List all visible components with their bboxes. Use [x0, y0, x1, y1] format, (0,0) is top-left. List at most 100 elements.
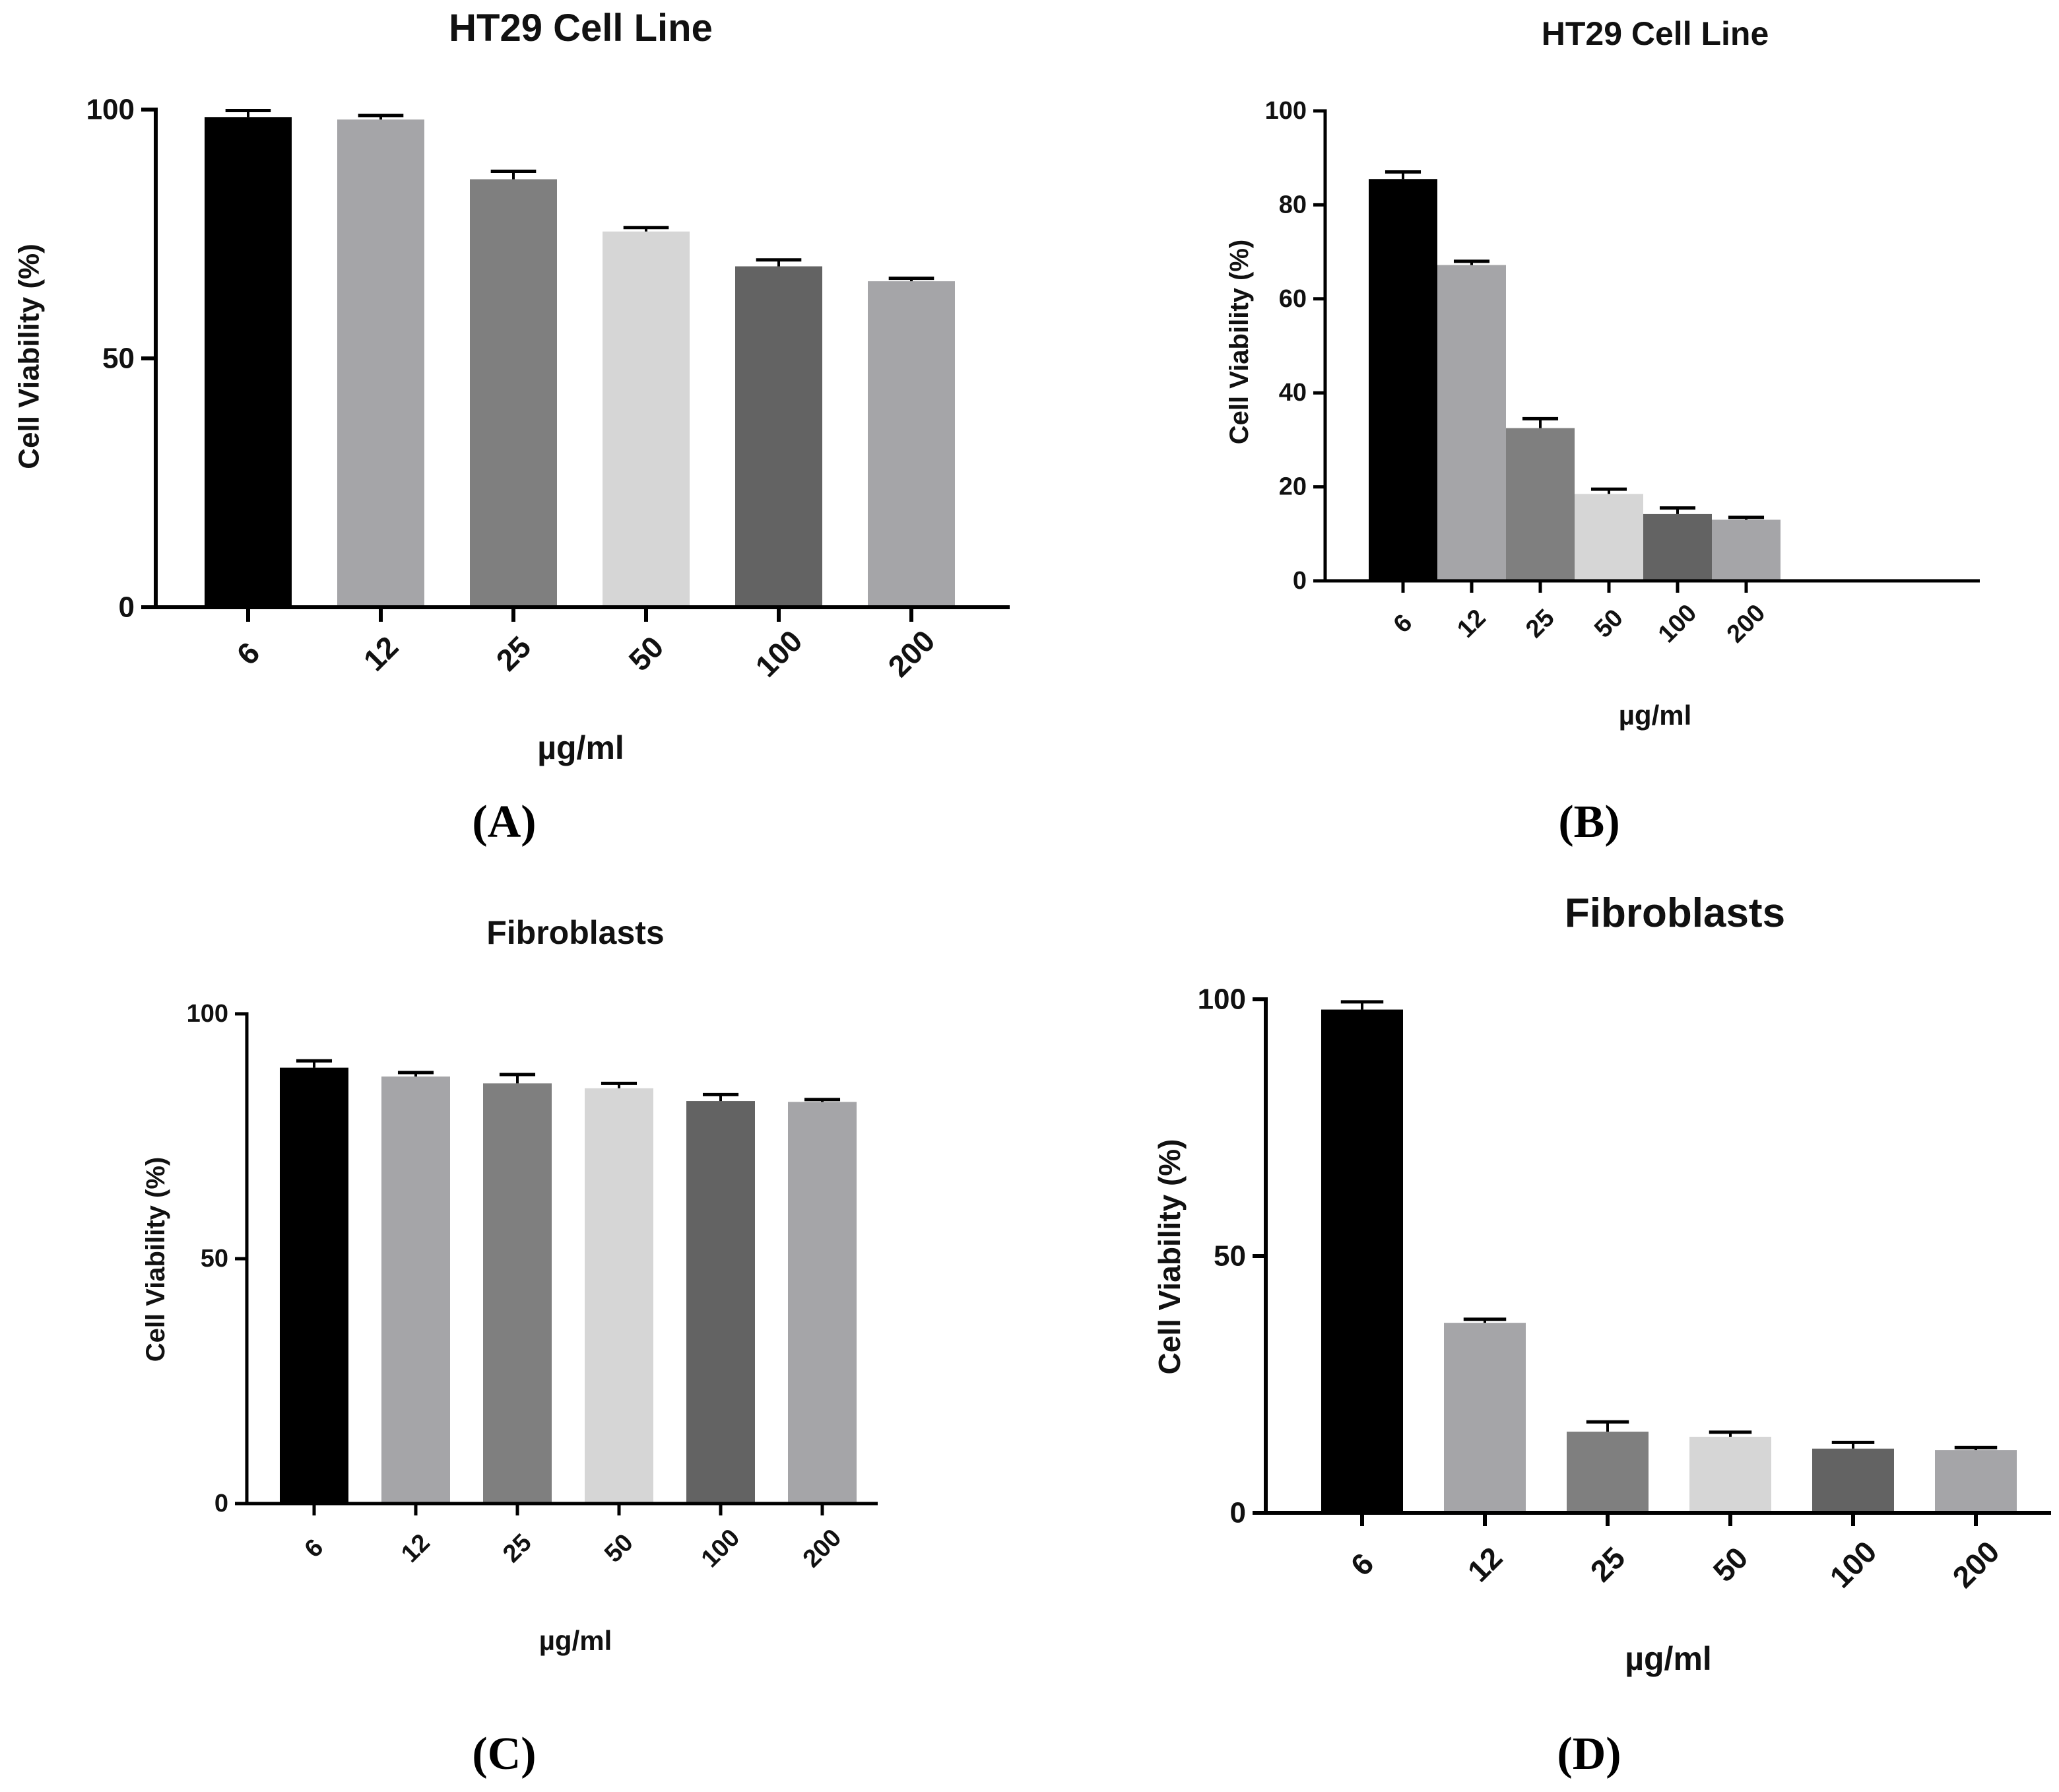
error-bar	[1831, 1440, 1875, 1449]
bar-25	[1567, 1432, 1649, 1513]
y-tick-label: 0	[119, 591, 135, 624]
bar-12	[1437, 265, 1506, 581]
x-tick-label: 200	[881, 623, 941, 683]
y-tick-label: 0	[1293, 567, 1307, 595]
bar-25	[470, 179, 557, 607]
x-tick-label: 50	[599, 1529, 639, 1568]
error-bar	[1590, 487, 1627, 494]
bar-100	[735, 266, 822, 607]
y-tick-label: 80	[1279, 191, 1307, 218]
bar-12	[337, 119, 424, 607]
y-axis-title: Cell Viability (%)	[1225, 240, 1254, 444]
x-axis-title: µg/ml	[1619, 700, 1692, 731]
x-tick-label: 200	[1945, 1534, 2006, 1594]
bar-50	[585, 1088, 653, 1504]
panel-label: (A)	[472, 797, 536, 847]
error-bar	[397, 1071, 434, 1077]
error-bar	[490, 169, 537, 180]
error-bar	[1463, 1317, 1507, 1323]
y-tick-label: 100	[1198, 983, 1246, 1016]
bar-100	[686, 1101, 755, 1504]
x-tick-label: 200	[798, 1524, 847, 1574]
bar-200	[788, 1102, 857, 1504]
x-tick-label: 12	[1461, 1541, 1509, 1589]
bar-50	[1689, 1436, 1771, 1513]
x-tick-label: 50	[1707, 1541, 1755, 1589]
x-tick-label: 50	[622, 630, 670, 678]
bar-200	[1712, 519, 1781, 581]
x-tick-label: 50	[1589, 604, 1629, 644]
x-tick-label: 25	[1584, 1541, 1632, 1589]
panel-label: (D)	[1557, 1729, 1621, 1779]
bar-25	[483, 1083, 552, 1504]
error-bar	[225, 109, 271, 117]
chart-panel-a: HT29 Cell Line Cell Viability (%) µg/ml …	[13, 7, 1010, 847]
error-bar	[358, 114, 404, 120]
error-bar	[1522, 416, 1559, 428]
chart-title: HT29 Cell Line	[449, 7, 713, 50]
x-tick-label: 6	[230, 636, 267, 672]
chart-panel-b: HT29 Cell Line Cell Viability (%) µg/ml …	[1225, 15, 1980, 847]
error-bar	[601, 1081, 637, 1088]
y-tick-label: 50	[201, 1245, 228, 1273]
error-bar	[296, 1059, 333, 1068]
panel-label: (C)	[472, 1729, 536, 1779]
panel-label: (B)	[1558, 797, 1619, 847]
x-tick-label: 12	[1452, 604, 1491, 644]
bar-100	[1643, 514, 1712, 581]
error-bar	[1340, 1000, 1384, 1010]
bar-12	[381, 1076, 450, 1504]
error-bar	[1385, 170, 1422, 180]
y-tick-label: 20	[1279, 473, 1307, 501]
x-tick-label: 12	[357, 630, 405, 678]
bar-100	[1812, 1448, 1894, 1513]
x-tick-label: 25	[490, 630, 538, 678]
error-bar	[623, 226, 669, 232]
error-bar	[499, 1073, 536, 1084]
x-tick-label: 6	[1344, 1546, 1381, 1583]
error-bar	[702, 1092, 739, 1102]
error-bar	[1728, 515, 1765, 520]
error-bar	[1659, 506, 1696, 514]
bar-6	[280, 1067, 348, 1504]
chart-title: Fibroblasts	[486, 914, 664, 951]
error-bar	[1453, 259, 1490, 265]
chart-title: Fibroblasts	[1565, 890, 1785, 936]
y-axis-title: Cell Viability (%)	[13, 244, 46, 469]
x-axis-title: µg/ml	[539, 1625, 612, 1656]
x-tick-label: 100	[1653, 599, 1703, 649]
x-tick-label: 25	[1520, 604, 1560, 644]
y-tick-label: 100	[1265, 97, 1307, 125]
error-bar	[1954, 1445, 1998, 1451]
bar-6	[205, 117, 292, 607]
y-axis-title: Cell Viability (%)	[1152, 1139, 1187, 1374]
chart-panel-d: Fibroblasts Cell Viability (%) µg/ml (D)…	[1152, 890, 2051, 1779]
x-tick-label: 6	[1389, 609, 1418, 639]
bar-200	[868, 281, 955, 607]
bar-6	[1321, 1009, 1403, 1513]
bar-50	[1575, 494, 1643, 581]
x-axis-title: µg/ml	[1625, 1640, 1712, 1677]
y-tick-label: 50	[102, 343, 135, 375]
error-bar	[804, 1098, 841, 1102]
chart-panel-c: Fibroblasts Cell Viability (%) µg/ml (C)…	[141, 914, 878, 1779]
y-tick-label: 60	[1279, 285, 1307, 313]
x-tick-label: 12	[396, 1529, 436, 1568]
bar-6	[1369, 179, 1437, 581]
y-tick-label: 0	[214, 1490, 228, 1517]
bar-50	[603, 231, 690, 608]
error-bar	[1586, 1420, 1629, 1432]
x-tick-label: 6	[300, 1534, 329, 1564]
y-axis-title: Cell Viability (%)	[141, 1157, 170, 1362]
error-bar	[756, 258, 802, 267]
y-tick-label: 40	[1279, 379, 1307, 407]
x-tick-label: 200	[1722, 599, 1771, 649]
x-tick-label: 25	[498, 1529, 537, 1568]
x-tick-label: 100	[1823, 1534, 1883, 1594]
error-bar	[1709, 1430, 1752, 1437]
x-axis-title: µg/ml	[537, 729, 624, 766]
y-tick-label: 100	[86, 94, 135, 126]
y-tick-label: 0	[1230, 1497, 1246, 1529]
chart-title: HT29 Cell Line	[1542, 15, 1769, 52]
